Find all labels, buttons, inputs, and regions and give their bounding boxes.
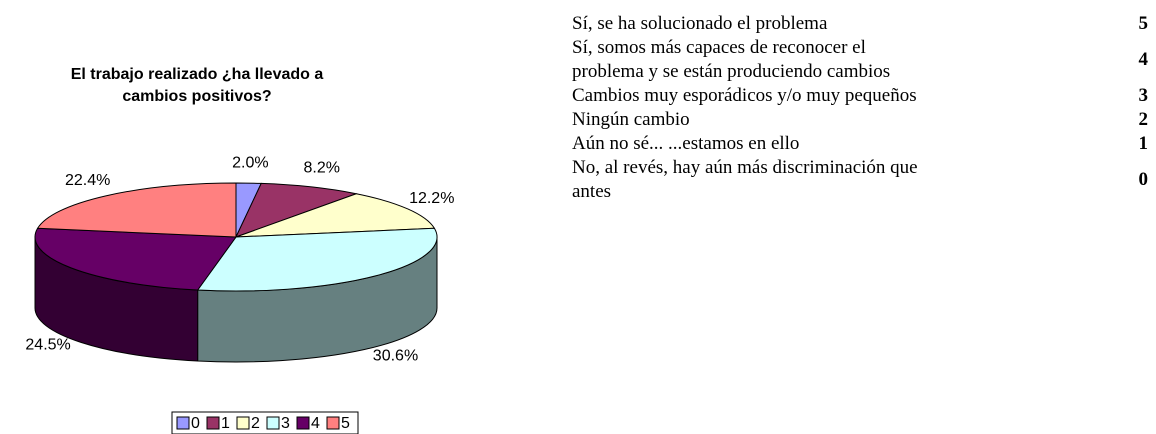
row-text: Aún no sé... ...estamos en ello: [572, 133, 800, 154]
row-value: 4: [1138, 49, 1149, 70]
row-value: 3: [1138, 85, 1149, 106]
table-row: No, al revés, hay aún más discriminación…: [572, 156, 1148, 204]
row-value: 2: [1138, 109, 1149, 130]
data-label: 12.2%: [409, 190, 454, 207]
legend-swatch: [296, 416, 310, 430]
row-text: Ningún cambio: [572, 109, 690, 130]
data-label: 22.4%: [65, 172, 110, 189]
row-value: 1: [1138, 133, 1149, 154]
row-value: 5: [1138, 13, 1149, 34]
legend-label: 1: [221, 415, 230, 432]
data-label: 24.5%: [25, 337, 70, 354]
row-text: Sí, se ha solucionado el problema: [572, 13, 828, 34]
legend-label: 4: [311, 415, 320, 432]
pie-slice: [34, 227, 237, 291]
row-text: No, al revés, hay aún más discriminación…: [572, 157, 918, 202]
data-label: 8.2%: [303, 160, 339, 177]
table-row: Sí, somos más capaces de reconocer el pr…: [572, 36, 1148, 84]
legend-swatch: [176, 416, 190, 430]
legend-swatch: [206, 416, 220, 430]
legend-label: 0: [191, 415, 200, 432]
row-value: 0: [1138, 169, 1149, 190]
legend-label: 2: [251, 415, 260, 432]
table-row: Aún no sé... ...estamos en ello 1: [572, 132, 1148, 156]
legend: 0 1 2 3 4 5: [171, 411, 359, 434]
legend-swatch: [236, 416, 250, 430]
table-row: Sí, se ha solucionado el problema 5: [572, 12, 1148, 36]
legend-swatch: [326, 416, 340, 430]
pie-slice: [235, 193, 436, 238]
row-text: Sí, somos más capaces de reconocer el pr…: [572, 37, 891, 82]
legend-label: 3: [281, 415, 290, 432]
pie-slice: [196, 227, 438, 292]
pie-slice: [235, 182, 359, 238]
table-row: Ningún cambio 2: [572, 108, 1148, 132]
data-label: 2.0%: [232, 154, 268, 171]
legend-swatch: [266, 416, 280, 430]
chart-title: El trabajo realizado ¿ha llevado a cambi…: [70, 66, 324, 105]
row-text: Cambios muy esporádicos y/o muy pequeños: [572, 85, 917, 106]
table-row: Cambios muy esporádicos y/o muy pequeños…: [572, 84, 1148, 108]
legend-table: Sí, se ha solucionado el problema 5 Sí, so…: [572, 12, 1148, 204]
pie-slice: [36, 182, 237, 238]
legend-label: 5: [341, 415, 350, 432]
data-label: 30.6%: [373, 347, 418, 364]
